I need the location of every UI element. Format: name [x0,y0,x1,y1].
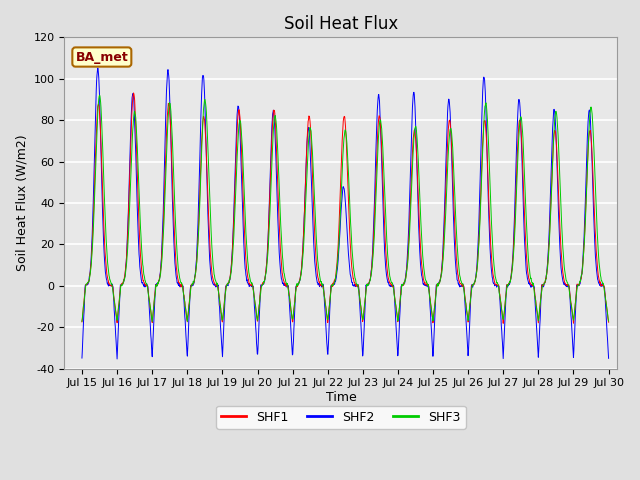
Line: SHF3: SHF3 [82,95,609,322]
Legend: SHF1, SHF2, SHF3: SHF1, SHF2, SHF3 [216,406,466,429]
SHF2 [605,356,612,361]
SHF3 [605,318,612,324]
SHF2 [255,327,262,333]
SHF3 [428,306,435,312]
SHF2 [428,327,435,333]
Title: Soil Heat Flux: Soil Heat Flux [284,15,398,33]
X-axis label: Time: Time [326,391,356,404]
SHF2 [78,355,86,361]
SHF3 [196,201,204,206]
SHF1 [183,315,191,321]
SHF3 [78,318,86,324]
SHF1 [196,201,204,207]
SHF3 [96,92,104,98]
Line: SHF1: SHF1 [82,93,609,324]
SHF1 [78,319,86,325]
SHF1 [496,292,504,298]
SHF2 [497,303,504,309]
SHF1 [543,272,550,277]
SHF1 [499,321,507,326]
SHF2 [543,270,550,276]
SHF1 [255,312,262,317]
SHF2 [183,350,191,356]
SHF1 [605,319,612,325]
SHF3 [148,319,156,324]
SHF2 [94,65,102,71]
SHF1 [130,90,138,96]
Text: BA_met: BA_met [76,50,128,63]
Y-axis label: Soil Heat Flux (W/m2): Soil Heat Flux (W/m2) [15,134,28,271]
Line: SHF2: SHF2 [82,68,609,359]
SHF3 [497,297,504,302]
SHF3 [543,271,550,276]
SHF2 [113,356,121,362]
SHF3 [255,307,262,312]
SHF2 [196,157,204,163]
SHF1 [428,304,435,310]
SHF3 [183,316,191,322]
